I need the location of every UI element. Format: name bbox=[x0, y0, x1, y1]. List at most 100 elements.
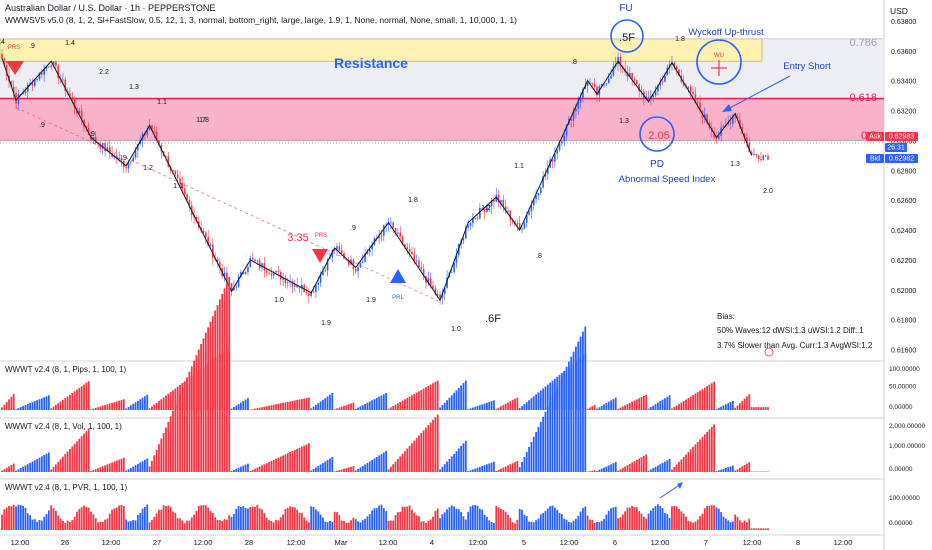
pd-label: PD bbox=[650, 159, 664, 170]
pvr-panel-bar bbox=[537, 518, 540, 530]
pips-panel-bar bbox=[485, 402, 488, 410]
wave-label: 1.2 bbox=[143, 165, 153, 172]
pvr-panel-bar bbox=[172, 511, 174, 530]
pvr-panel-bar bbox=[462, 516, 465, 530]
pvr-panel-bar bbox=[331, 521, 334, 530]
candle-body bbox=[432, 285, 434, 289]
candle-body bbox=[186, 194, 188, 201]
vol-panel-bar bbox=[230, 470, 233, 472]
pips-panel-title: WWWT v2.4 (8, 1, Pips, 1, 100, 1) bbox=[5, 365, 127, 374]
candle-body bbox=[507, 210, 509, 212]
vol-panel-bar bbox=[345, 468, 348, 472]
vol-panel-bar bbox=[64, 454, 67, 472]
pips-panel-bar bbox=[640, 397, 643, 410]
vol-panel-bar bbox=[525, 451, 528, 472]
pips-panel-bar bbox=[635, 399, 638, 410]
pips-panel-bar bbox=[603, 404, 605, 410]
vol-panel-bar bbox=[254, 468, 256, 472]
pvr-panel-bar bbox=[631, 505, 634, 530]
pips-panel-bar bbox=[286, 401, 289, 410]
pips-panel-bar bbox=[94, 407, 97, 410]
pips-panel-bar bbox=[122, 399, 125, 410]
pvr-panel-bar bbox=[657, 504, 659, 530]
pips-panel-bar bbox=[322, 399, 324, 410]
pvr-panel-bar bbox=[422, 521, 425, 530]
indicator-settings[interactable]: WWWSV5 v5.0 (8, 1, 2, Sl+FastSlow, 0.5, … bbox=[5, 15, 517, 25]
wave-label: .9 bbox=[29, 43, 35, 50]
candle-body bbox=[746, 137, 748, 143]
candle-body bbox=[753, 153, 755, 155]
candle-body bbox=[689, 86, 692, 92]
wave-label: .9 bbox=[350, 225, 356, 232]
pvr-panel-bar bbox=[207, 507, 210, 530]
pips-panel-bar bbox=[626, 404, 629, 410]
pips-panel-bar bbox=[645, 394, 648, 410]
pvr-panel-bar bbox=[497, 507, 500, 530]
vol-panel-bar bbox=[336, 470, 338, 472]
pvr-panel-bar bbox=[268, 520, 270, 530]
pd-value-label: 2.05 bbox=[648, 130, 669, 142]
candle-body bbox=[647, 96, 650, 98]
pvr-panel-bar bbox=[401, 506, 404, 530]
candle-body bbox=[495, 195, 498, 202]
pips-panel-bar bbox=[85, 382, 88, 410]
pvr-panel-bar bbox=[141, 508, 144, 530]
pvr-panel-bar bbox=[589, 519, 591, 530]
pvr-panel-bar bbox=[668, 517, 671, 530]
pvr-panel-bar bbox=[249, 507, 252, 530]
wave-zigzag bbox=[1, 58, 753, 302]
vol-panel-bar bbox=[577, 341, 580, 472]
pvr-panel-bar bbox=[158, 509, 160, 530]
vol-panel-bar bbox=[603, 467, 605, 472]
vol-panel-bar bbox=[516, 460, 519, 472]
pips-panel-bar bbox=[671, 408, 673, 410]
pips-panel-bar bbox=[427, 385, 430, 410]
vol-panel-bar bbox=[307, 443, 310, 472]
pips-panel-bar bbox=[40, 398, 43, 410]
price-tick-label: 0.61600 bbox=[891, 348, 916, 355]
candle-body bbox=[411, 251, 413, 255]
pvr-panel-bar bbox=[532, 522, 535, 530]
pvr-panel-bar bbox=[626, 507, 629, 530]
vol-panel-bar bbox=[408, 445, 411, 472]
pvr-panel-bar bbox=[429, 519, 432, 530]
candle-body bbox=[610, 75, 612, 79]
vol-panel-bar bbox=[249, 470, 252, 472]
pips-panel-bar bbox=[1, 407, 3, 410]
pvr-panel-bar bbox=[24, 507, 27, 530]
pvr-panel-bar bbox=[441, 514, 444, 530]
pvr-panel-bar bbox=[694, 521, 697, 530]
pvr-panel-bar bbox=[340, 520, 343, 530]
vol-panel-bar bbox=[469, 470, 472, 472]
vol-panel-bar bbox=[748, 462, 751, 472]
vol-panel-bar bbox=[380, 453, 383, 472]
pips-panel-bar bbox=[727, 403, 730, 410]
pvr-panel-bar bbox=[567, 522, 570, 530]
pips-panel-bar bbox=[350, 403, 352, 410]
pvr-panel-tick: 100.00000 bbox=[889, 495, 920, 502]
vol-panel-bar bbox=[649, 469, 652, 472]
candle-body bbox=[547, 167, 549, 174]
pvr-panel-bar bbox=[415, 515, 418, 530]
pips-panel-bar bbox=[375, 397, 378, 410]
vol-panel-bar bbox=[183, 382, 186, 472]
vol-panel-tick: 1,000.00000 bbox=[889, 443, 926, 450]
candle-body bbox=[326, 259, 329, 271]
candle-body bbox=[764, 155, 767, 157]
pvr-panel-bar bbox=[523, 514, 526, 530]
pips-panel-bar bbox=[92, 408, 95, 410]
annotations-layer: .4 .9 1.4 2.2 1.3 1.1 1.8 .9 1.7 .9 1.2 1.1 .9 1.8 1.2… bbox=[0, 3, 926, 527]
candle-body bbox=[120, 157, 123, 161]
candle-body bbox=[165, 156, 167, 158]
candle-body bbox=[134, 150, 137, 158]
pips-panel-bar bbox=[347, 404, 350, 410]
vol-panel-bar bbox=[305, 444, 308, 472]
candle-body bbox=[31, 83, 34, 86]
candle-body bbox=[422, 269, 425, 277]
candle-body bbox=[392, 222, 394, 229]
pvr-panel-bar bbox=[146, 504, 149, 530]
time-tick-label: 12:00 bbox=[743, 538, 762, 547]
pips-panel-bar bbox=[614, 397, 617, 410]
vol-panel-bar bbox=[521, 461, 523, 472]
